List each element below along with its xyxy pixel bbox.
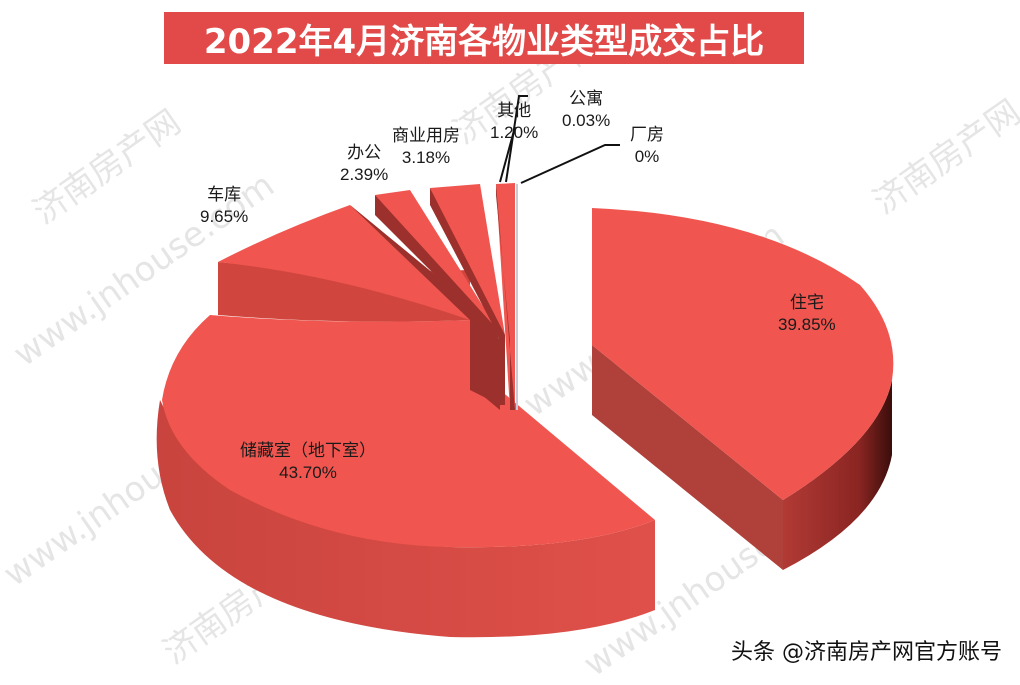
slice-commercial	[430, 184, 505, 405]
leader-line-factory	[520, 144, 620, 184]
label-apartment: 公寓 0.03%	[562, 89, 611, 130]
slice-residential	[592, 208, 894, 570]
label-factory: 厂房 0%	[630, 125, 664, 166]
slice-garage	[218, 205, 490, 400]
label-garage: 车库 9.65%	[200, 185, 249, 226]
label-storage: 储藏室（地下室） 43.70%	[240, 441, 376, 482]
label-office: 办公 2.39%	[340, 143, 389, 184]
slice-other	[496, 183, 515, 410]
leader-line-other	[499, 126, 516, 183]
label-other: 其他 1.20%	[490, 101, 539, 142]
slice-storage	[156, 315, 655, 638]
chart-title: 2022年4月济南各物业类型成交占比	[203, 21, 765, 62]
chart-title-banner: 2022年4月济南各物业类型成交占比	[164, 12, 804, 64]
label-commercial: 商业用房 3.18%	[392, 126, 460, 167]
label-residential: 住宅 39.85%	[778, 293, 836, 334]
leader-line-apartment	[505, 95, 528, 183]
source-credit: 头条 @济南房产网官方账号	[731, 640, 1002, 665]
slice-office	[375, 190, 498, 405]
